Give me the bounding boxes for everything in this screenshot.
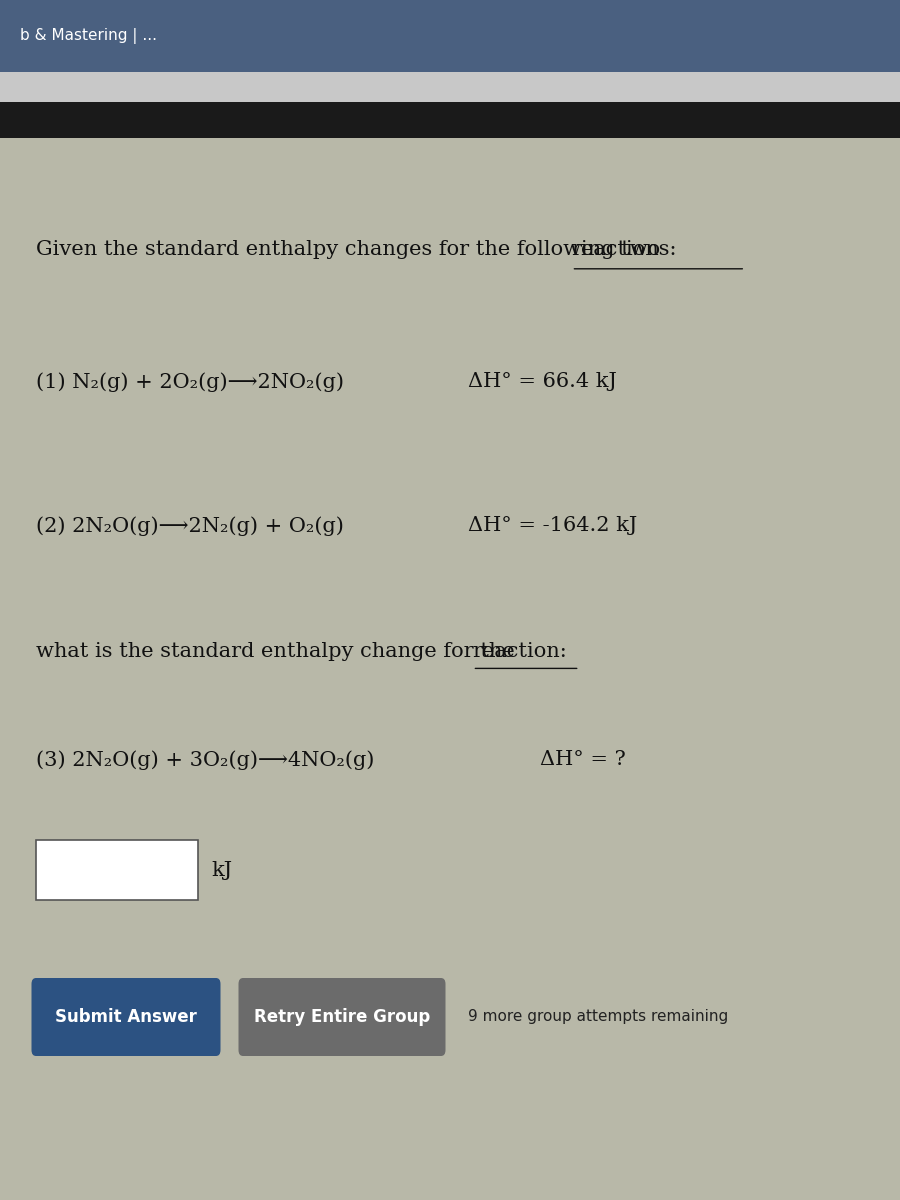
Text: Submit Answer: Submit Answer (55, 1008, 197, 1026)
Text: kJ: kJ (212, 860, 232, 880)
Text: 9 more group attempts remaining: 9 more group attempts remaining (468, 1009, 728, 1025)
Text: ΔH° = ?: ΔH° = ? (540, 750, 626, 769)
Bar (36, 840, 198, 900)
Bar (0, 102, 900, 138)
Text: ΔH° = -164.2 kJ: ΔH° = -164.2 kJ (468, 516, 637, 535)
Text: Given the standard enthalpy changes for the following two: Given the standard enthalpy changes for … (36, 240, 667, 259)
Text: reactions:: reactions: (572, 240, 677, 259)
Text: (2) 2N₂O(g)⟶2N₂(g) + O₂(g): (2) 2N₂O(g)⟶2N₂(g) + O₂(g) (36, 516, 344, 535)
Text: Retry Entire Group: Retry Entire Group (254, 1008, 430, 1026)
Text: reaction:: reaction: (472, 642, 567, 661)
Bar (0, 72, 900, 102)
FancyBboxPatch shape (238, 978, 446, 1056)
Bar (0, 0, 900, 72)
FancyBboxPatch shape (32, 978, 220, 1056)
Text: b & Mastering | ...: b & Mastering | ... (20, 28, 157, 44)
Text: (3) 2N₂O(g) + 3O₂(g)⟶4NO₂(g): (3) 2N₂O(g) + 3O₂(g)⟶4NO₂(g) (36, 750, 374, 769)
Text: (1) N₂(g) + 2O₂(g)⟶2NO₂(g): (1) N₂(g) + 2O₂(g)⟶2NO₂(g) (36, 372, 344, 391)
Text: what is the standard enthalpy change for the: what is the standard enthalpy change for… (36, 642, 521, 661)
Text: ΔH° = 66.4 kJ: ΔH° = 66.4 kJ (468, 372, 616, 391)
